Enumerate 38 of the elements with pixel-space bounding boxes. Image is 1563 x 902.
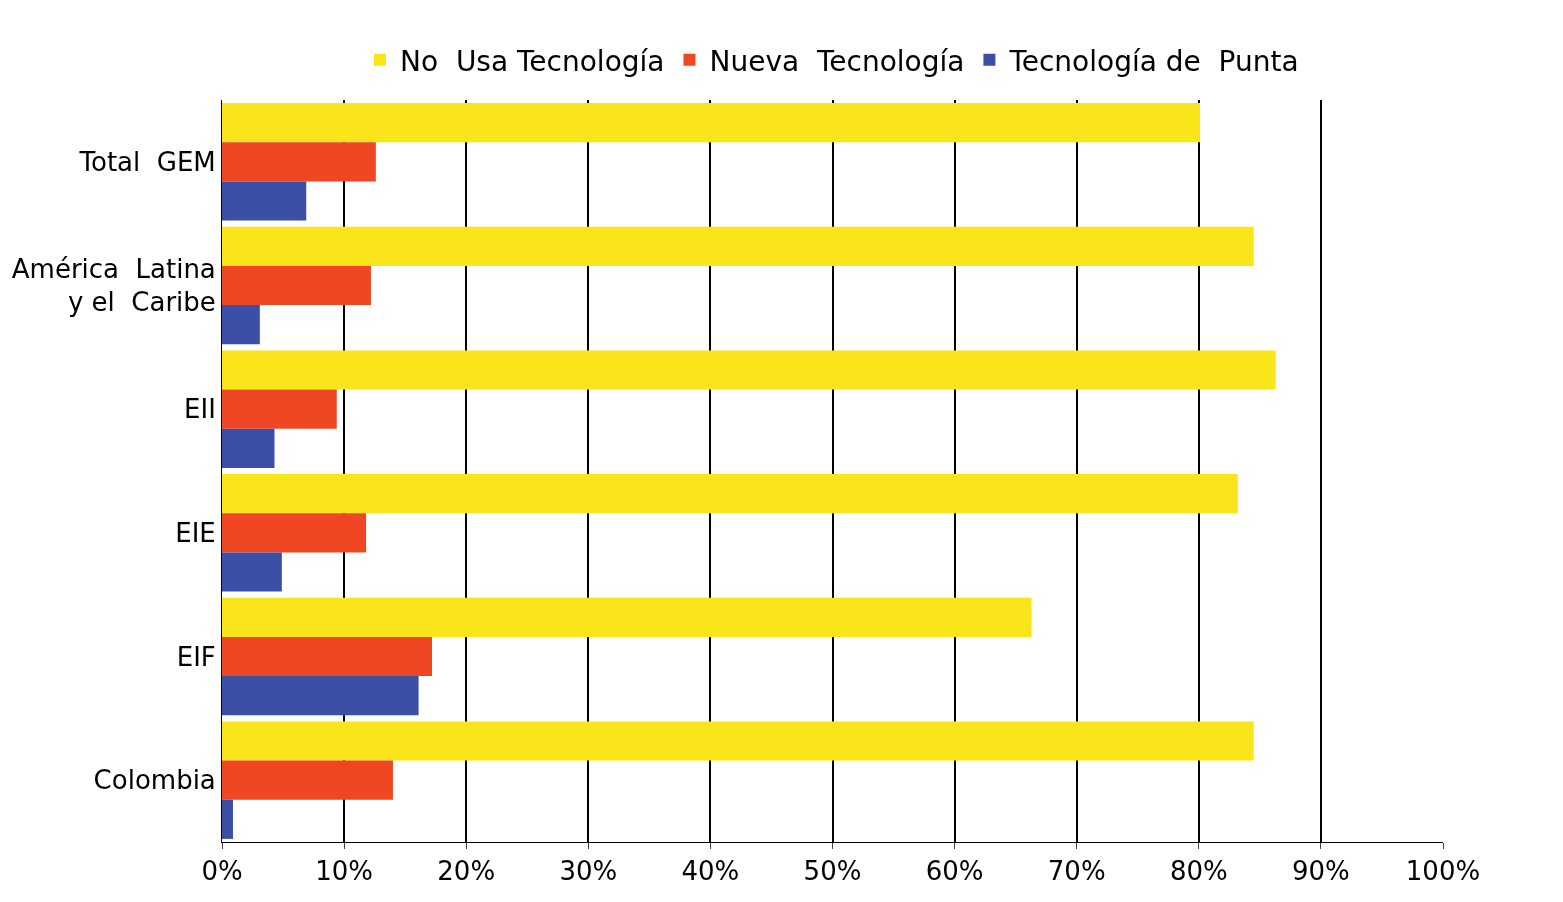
x-tick-label: 100% [1405, 856, 1481, 887]
bar [222, 142, 376, 182]
y-tick-label: Total GEM [78, 146, 216, 177]
x-tick-label: 0% [201, 856, 243, 887]
x-tick-label: 80% [1169, 856, 1228, 887]
bar [222, 428, 275, 468]
x-tick-label: 60% [925, 856, 984, 887]
bar [222, 389, 337, 429]
y-tick-label: EIF [176, 641, 216, 672]
bar [222, 305, 260, 345]
bar [222, 513, 367, 553]
bar [222, 474, 1238, 514]
y-tick-label: EII [184, 394, 216, 425]
x-tick-label: 40% [681, 856, 740, 887]
bar [222, 350, 1276, 390]
bar [222, 636, 433, 677]
legend-label: No Usa Tecnología [400, 44, 665, 78]
bar [222, 265, 371, 306]
y-tick-label: EIE [175, 517, 216, 548]
bar [222, 799, 233, 839]
bar [222, 103, 1201, 143]
bar [222, 181, 307, 221]
legend-label: Tecnología de Punta [1008, 44, 1299, 78]
x-tick-label: 10% [315, 856, 373, 887]
bar [222, 721, 1254, 761]
x-tick-label: 90% [1292, 856, 1350, 887]
bar [222, 552, 282, 592]
bar [222, 226, 1254, 266]
x-tick-label: 20% [437, 856, 496, 887]
y-tick-label: Colombia [93, 765, 216, 796]
x-tick-label: 50% [803, 856, 862, 887]
bar [222, 760, 393, 800]
x-tick-label: 70% [1047, 856, 1106, 887]
bar [222, 676, 419, 716]
legend-label: Nueva Tecnología [709, 44, 965, 78]
bar [222, 597, 1032, 637]
x-tick-label: 30% [559, 856, 618, 887]
y-tick-label: América Latina y el Caribe [11, 253, 216, 318]
